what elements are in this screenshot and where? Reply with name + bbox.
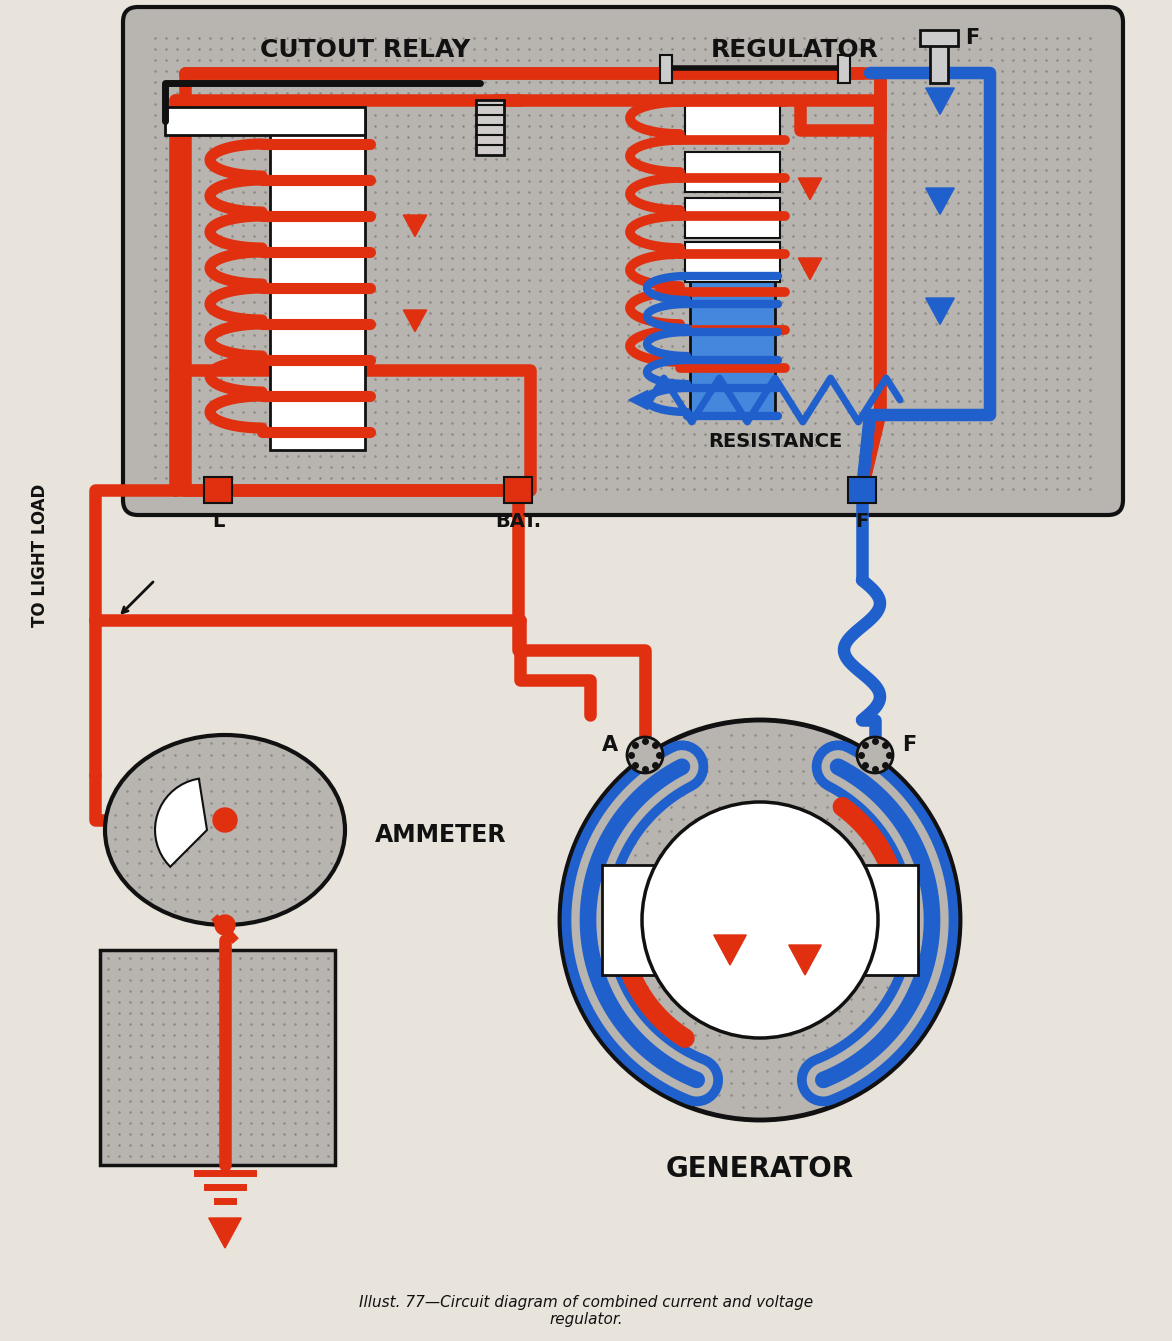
- Text: AMMETER: AMMETER: [375, 823, 506, 848]
- Polygon shape: [789, 945, 822, 975]
- Text: REGULATOR: REGULATOR: [711, 38, 879, 62]
- Polygon shape: [714, 935, 747, 966]
- Bar: [476, 101, 504, 156]
- Bar: [838, 55, 850, 83]
- Text: RESISTANCE: RESISTANCE: [708, 432, 843, 451]
- Bar: [684, 241, 781, 282]
- Polygon shape: [926, 188, 954, 215]
- FancyBboxPatch shape: [123, 7, 1123, 515]
- Ellipse shape: [105, 735, 345, 925]
- Circle shape: [857, 738, 893, 772]
- Polygon shape: [926, 298, 954, 325]
- Circle shape: [560, 720, 960, 1120]
- Polygon shape: [403, 310, 427, 331]
- Circle shape: [214, 915, 236, 935]
- Bar: [660, 55, 672, 83]
- Bar: [931, 38, 948, 83]
- Text: BAT.: BAT.: [495, 512, 541, 531]
- Text: TO LIGHT LOAD: TO LIGHT LOAD: [30, 483, 49, 626]
- Polygon shape: [629, 390, 648, 409]
- Polygon shape: [926, 89, 954, 114]
- Bar: [684, 198, 781, 237]
- Text: F: F: [856, 512, 868, 531]
- Bar: [684, 102, 781, 142]
- Bar: [684, 152, 781, 192]
- Bar: [270, 110, 364, 451]
- Text: A: A: [602, 735, 618, 755]
- Circle shape: [213, 809, 237, 831]
- Polygon shape: [209, 1218, 241, 1248]
- Text: F: F: [902, 735, 917, 755]
- Bar: [849, 477, 875, 503]
- Text: CUTOUT RELAY: CUTOUT RELAY: [260, 38, 470, 62]
- Polygon shape: [403, 215, 427, 236]
- Bar: [504, 477, 532, 503]
- Polygon shape: [155, 779, 207, 866]
- Polygon shape: [798, 178, 822, 200]
- Bar: [204, 477, 232, 503]
- Circle shape: [642, 802, 878, 1038]
- Bar: [850, 865, 918, 975]
- Bar: [920, 30, 958, 46]
- Text: L: L: [212, 512, 224, 531]
- Bar: [165, 107, 364, 135]
- Circle shape: [627, 738, 663, 772]
- Text: F: F: [965, 28, 980, 48]
- Text: Illust. 77—Circuit diagram of combined current and voltage
regulator.: Illust. 77—Circuit diagram of combined c…: [359, 1295, 813, 1328]
- Bar: [690, 270, 775, 414]
- Polygon shape: [798, 257, 822, 280]
- Bar: [602, 865, 670, 975]
- Bar: [100, 949, 335, 1165]
- Text: GENERATOR: GENERATOR: [666, 1155, 854, 1183]
